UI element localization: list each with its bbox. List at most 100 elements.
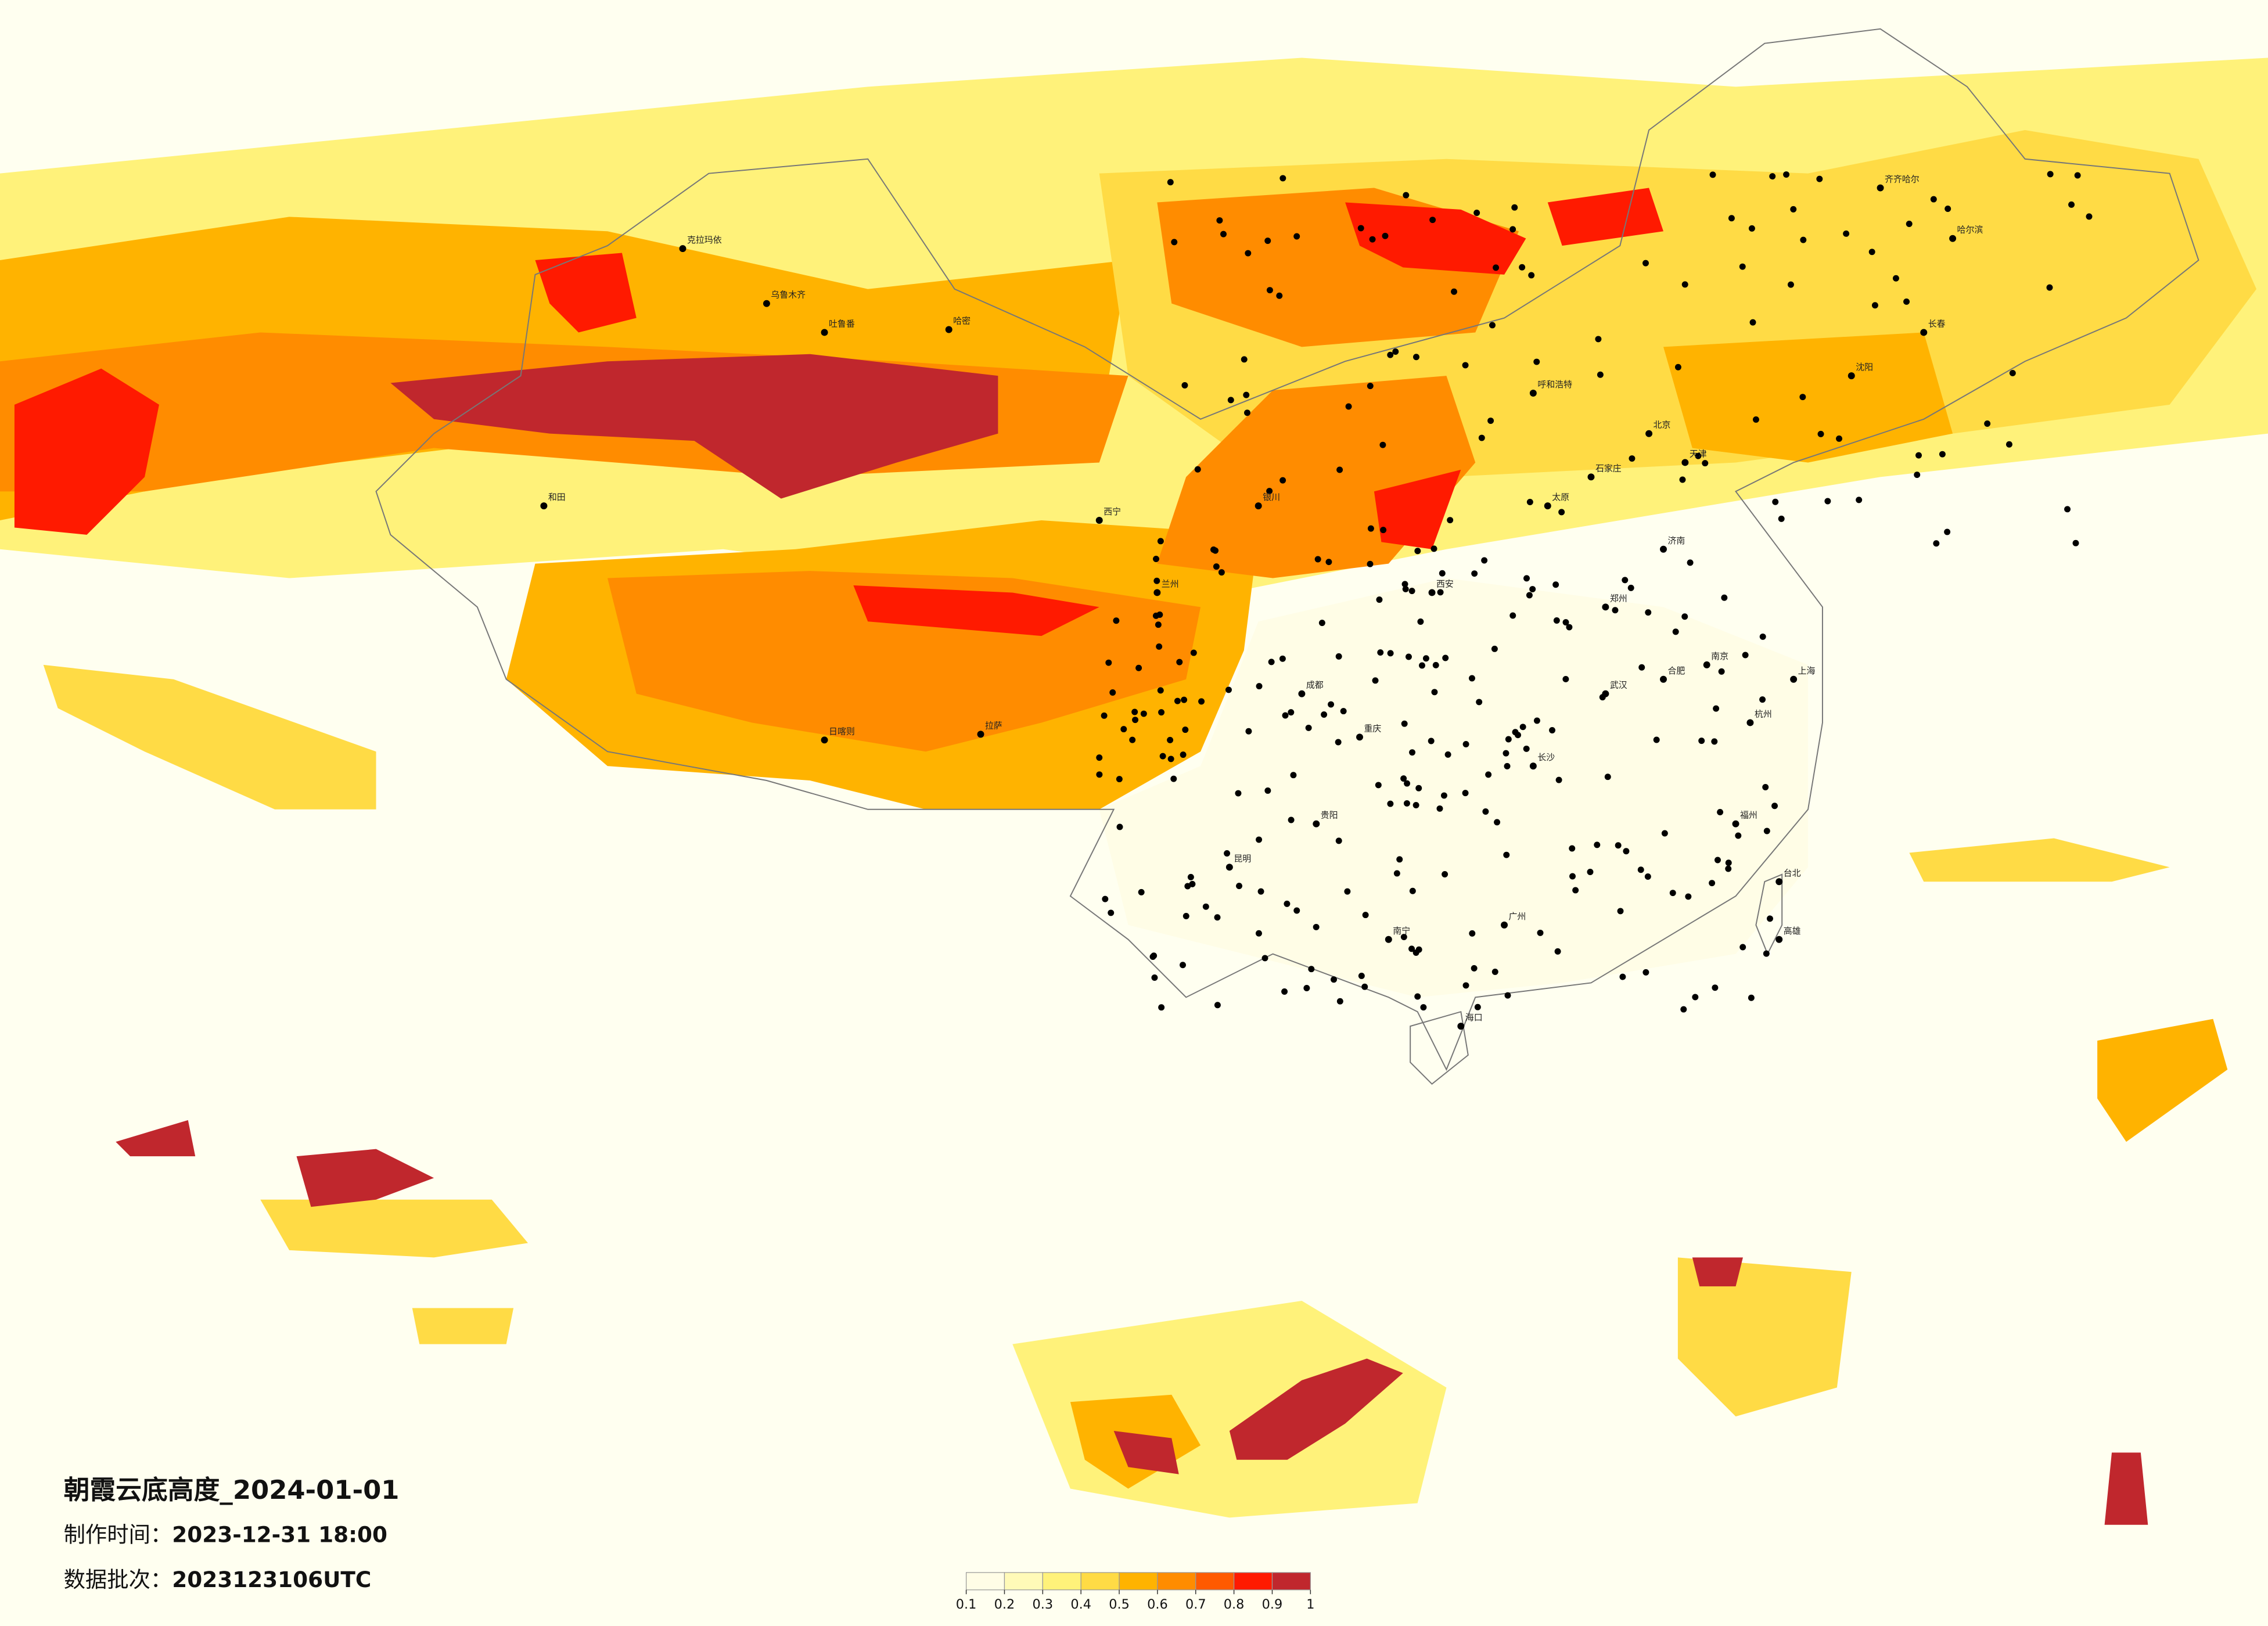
station-dot (1182, 726, 1189, 733)
station-dot (1504, 762, 1511, 769)
station-dot (1202, 903, 1209, 910)
station-dot (1623, 848, 1630, 855)
station-dot (1824, 498, 1831, 505)
city-dot (1949, 235, 1957, 242)
station-dot (1335, 739, 1342, 746)
station-dot (1428, 738, 1435, 744)
station-dot (1241, 356, 1248, 363)
station-dot (1462, 741, 1469, 748)
city-label: 海口 (1465, 1012, 1483, 1023)
station-dot (1504, 992, 1511, 999)
legend-tick-label: 0.4 (1070, 1597, 1091, 1612)
station-dot (1984, 420, 1991, 427)
city-label: 呼和浩特 (1537, 379, 1572, 390)
station-dot (1431, 689, 1438, 696)
station-dot (1418, 662, 1425, 669)
station-dot (1462, 362, 1469, 369)
city-dot (1746, 719, 1754, 726)
station-dot (2046, 284, 2053, 291)
station-dot (1440, 792, 1447, 799)
station-dot (1138, 888, 1145, 895)
city-dot (1255, 502, 1262, 510)
station-dot (1362, 912, 1369, 919)
legend-tick-label: 0.9 (1262, 1597, 1283, 1612)
station-dot (1687, 559, 1694, 566)
station-dot (1717, 809, 1724, 815)
station-dot (1151, 974, 1158, 981)
station-dot (1318, 620, 1325, 627)
station-dot (1335, 653, 1342, 660)
city-dot (1645, 430, 1653, 437)
station-dot (1180, 962, 1186, 969)
heat-area (390, 354, 998, 499)
city-label: 西宁 (1104, 506, 1121, 517)
station-dot (1284, 900, 1291, 907)
city-label: 南宁 (1393, 926, 1410, 936)
station-dot (1414, 548, 1421, 555)
station-dot (1642, 969, 1649, 976)
heat-area (1113, 1431, 1179, 1474)
station-dot (1149, 954, 1156, 960)
station-dot (1914, 472, 1921, 479)
station-dot (1481, 557, 1488, 564)
city-label: 哈密 (953, 316, 971, 326)
station-dot (1344, 888, 1351, 895)
station-dot (1739, 944, 1746, 951)
city-label: 和田 (548, 492, 566, 502)
station-dot (1680, 1006, 1687, 1013)
heat-area (2104, 1452, 2148, 1525)
station-dot (1403, 800, 1410, 807)
station-dot (1105, 659, 1112, 666)
station-dot (1836, 435, 1843, 442)
station-dot (1702, 460, 1709, 467)
legend-swatch (1119, 1572, 1158, 1591)
station-dot (1503, 851, 1510, 858)
station-dot (1871, 302, 1878, 309)
station-dot (1462, 790, 1469, 797)
station-dot (1375, 782, 1382, 789)
city-label: 杭州 (1755, 708, 1772, 719)
station-dot (1553, 617, 1560, 624)
heat-area (43, 664, 376, 810)
station-dot (1725, 865, 1732, 872)
station-dot (1552, 581, 1559, 588)
heatmap (0, 57, 2268, 1525)
station-dot (1321, 711, 1328, 718)
station-dot (1759, 696, 1766, 703)
station-dot (1335, 837, 1342, 844)
station-dot (1109, 689, 1116, 696)
heat-area (1663, 332, 1953, 463)
station-dot (1436, 805, 1443, 812)
station-dot (1345, 403, 1352, 410)
station-dot (1444, 751, 1451, 758)
city-label: 武汉 (1610, 680, 1627, 690)
station-dot (1718, 668, 1725, 675)
station-dot (1377, 649, 1384, 656)
city-dot (1602, 690, 1609, 697)
station-dot (1288, 709, 1295, 716)
station-dot (1303, 985, 1310, 991)
station-dot (1778, 515, 1785, 522)
city-dot (1225, 864, 1233, 871)
city-dot (1529, 762, 1537, 770)
station-dot (1787, 281, 1794, 288)
legend-swatch (1157, 1572, 1196, 1591)
station-dot (2074, 172, 2081, 179)
station-dot (1218, 569, 1225, 576)
city-dot (1660, 545, 1667, 553)
station-dot (1562, 619, 1569, 626)
city-dot (1298, 690, 1306, 697)
station-dot (1268, 659, 1275, 665)
station-dot (1661, 830, 1668, 837)
station-dot (1892, 275, 1899, 282)
station-dot (1712, 984, 1719, 991)
station-dot (1471, 570, 1478, 577)
station-dot (1642, 260, 1649, 267)
city-label: 克拉玛依 (687, 235, 722, 245)
station-dot (1627, 584, 1634, 591)
legend-tick-label: 0.2 (994, 1597, 1015, 1612)
station-dot (1159, 753, 1166, 760)
station-dot (1132, 717, 1139, 724)
city-label: 昆明 (1234, 853, 1251, 864)
